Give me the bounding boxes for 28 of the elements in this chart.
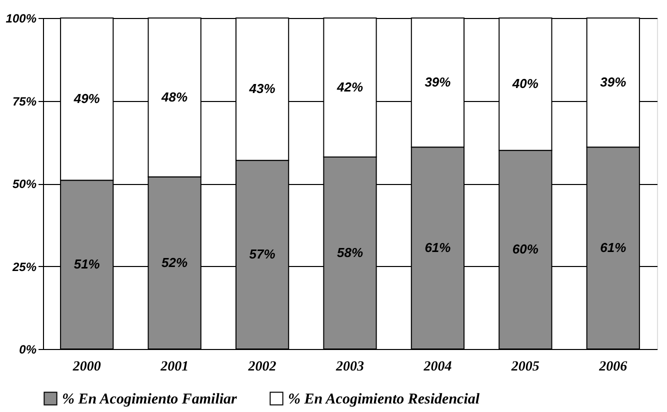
x-tick-label: 2003 <box>335 360 364 374</box>
data-label: 39% <box>600 74 627 90</box>
legend-label: % En Acogimiento Familiar <box>62 392 238 408</box>
data-label: 60% <box>512 242 539 257</box>
x-tick-label: 2004 <box>422 360 452 374</box>
data-label: 48% <box>160 89 188 104</box>
legend-label: % En Acogimiento Residencial <box>288 392 480 408</box>
data-label: 61% <box>600 240 627 256</box>
x-tick-label: 2001 <box>160 360 189 374</box>
data-label: 39% <box>424 74 452 90</box>
data-label: 42% <box>336 80 364 95</box>
y-tick-label: 0% <box>19 342 37 356</box>
y-tick-label: 100% <box>6 12 37 26</box>
y-tick-label: 25% <box>11 260 37 274</box>
y-tick-label: 75% <box>12 94 37 108</box>
x-tick-label: 2005 <box>510 360 540 374</box>
x-tick-label: 2006 <box>598 360 628 374</box>
data-label: 51% <box>74 256 100 272</box>
y-tick-label: 50% <box>12 177 37 191</box>
data-label: 43% <box>248 81 276 96</box>
x-tick-label: 2002 <box>247 360 276 374</box>
data-label: 57% <box>249 246 276 262</box>
data-label: 52% <box>162 254 188 270</box>
data-label: 40% <box>511 76 539 92</box>
data-label: 49% <box>72 91 100 106</box>
x-tick-label: 2000 <box>72 360 101 374</box>
data-label: 61% <box>424 240 452 256</box>
data-label: 58% <box>336 245 364 260</box>
